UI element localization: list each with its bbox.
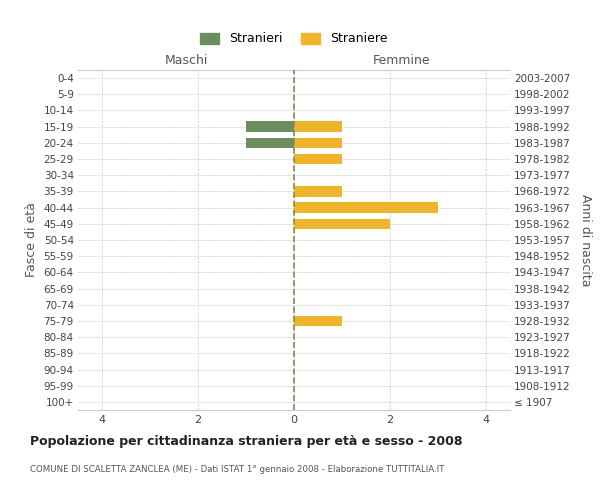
- Text: Popolazione per cittadinanza straniera per età e sesso - 2008: Popolazione per cittadinanza straniera p…: [30, 435, 463, 448]
- Bar: [294, 186, 342, 196]
- Bar: [294, 218, 390, 229]
- Text: COMUNE DI SCALETTA ZANCLEA (ME) - Dati ISTAT 1° gennaio 2008 - Elaborazione TUTT: COMUNE DI SCALETTA ZANCLEA (ME) - Dati I…: [30, 465, 445, 474]
- Text: Maschi: Maschi: [164, 54, 208, 66]
- Bar: [294, 316, 342, 326]
- Y-axis label: Anni di nascita: Anni di nascita: [579, 194, 592, 286]
- Bar: [246, 122, 294, 132]
- Bar: [294, 202, 438, 213]
- Bar: [294, 122, 342, 132]
- Bar: [294, 138, 342, 148]
- Y-axis label: Fasce di età: Fasce di età: [25, 202, 38, 278]
- Bar: [246, 138, 294, 148]
- Legend: Stranieri, Straniere: Stranieri, Straniere: [197, 28, 391, 49]
- Bar: [294, 154, 342, 164]
- Text: Femmine: Femmine: [373, 54, 431, 66]
